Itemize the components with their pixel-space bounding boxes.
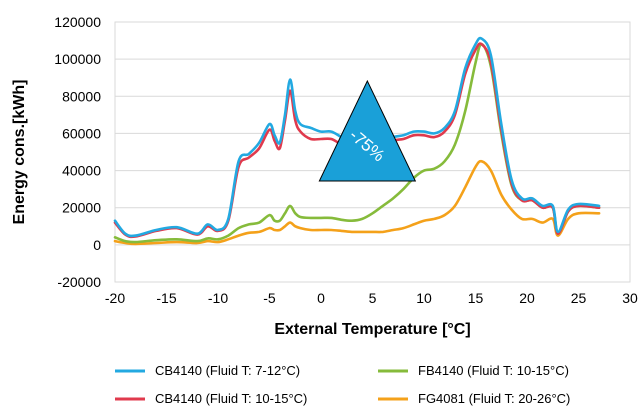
series-line-fg4081-20-26: [113, 159, 601, 246]
x-tick-label: -15: [156, 290, 176, 306]
legend-cb4140-10-15-label: CB4140 (Fluid T: 10-15°C): [155, 391, 307, 406]
y-tick-label: 0: [93, 237, 101, 253]
y-axis-title: Energy cons.[kWh]: [11, 80, 28, 225]
reduction-annotation: -75%: [318, 79, 417, 182]
x-tick-label: 0: [317, 290, 325, 306]
x-tick-label: 10: [416, 290, 432, 306]
y-tick-label: 120000: [54, 14, 101, 30]
x-tick-label: 25: [571, 290, 587, 306]
x-tick-label: 5: [369, 290, 377, 306]
legend: CB4140 (Fluid T: 7-12°C) CB4140 (Fluid T:…: [115, 363, 570, 406]
x-tick-label: -20: [105, 290, 125, 306]
plot-frame: [114, 21, 631, 283]
y-tick-label: 60000: [62, 125, 101, 141]
y-tick-label: -20000: [57, 274, 101, 290]
tick-labels: -20000 0 20000 40000 60000 80000 100000 120000 -…: [54, 14, 638, 306]
y-tick-label: 80000: [62, 88, 101, 104]
y-tick-label: 100000: [54, 51, 101, 67]
legend-cb4140-7-12-label: CB4140 (Fluid T: 7-12°C): [155, 363, 300, 378]
x-tick-label: -5: [263, 290, 276, 306]
legend-fb4140-10-15-label: FB4140 (Fluid T: 10-15°C): [418, 363, 569, 378]
x-tick-label: 30: [622, 290, 638, 306]
legend-fg4081-20-26-label: FG4081 (Fluid T: 20-26°C): [418, 391, 570, 406]
x-tick-label: -10: [208, 290, 228, 306]
y-tick-label: 20000: [62, 200, 101, 216]
y-tick-label: 40000: [62, 163, 101, 179]
reduction-triangle-marker: [318, 79, 417, 182]
x-tick-label: 20: [519, 290, 535, 306]
x-tick-label: 15: [468, 290, 484, 306]
x-axis-title: External Temperature [°C]: [274, 321, 470, 338]
